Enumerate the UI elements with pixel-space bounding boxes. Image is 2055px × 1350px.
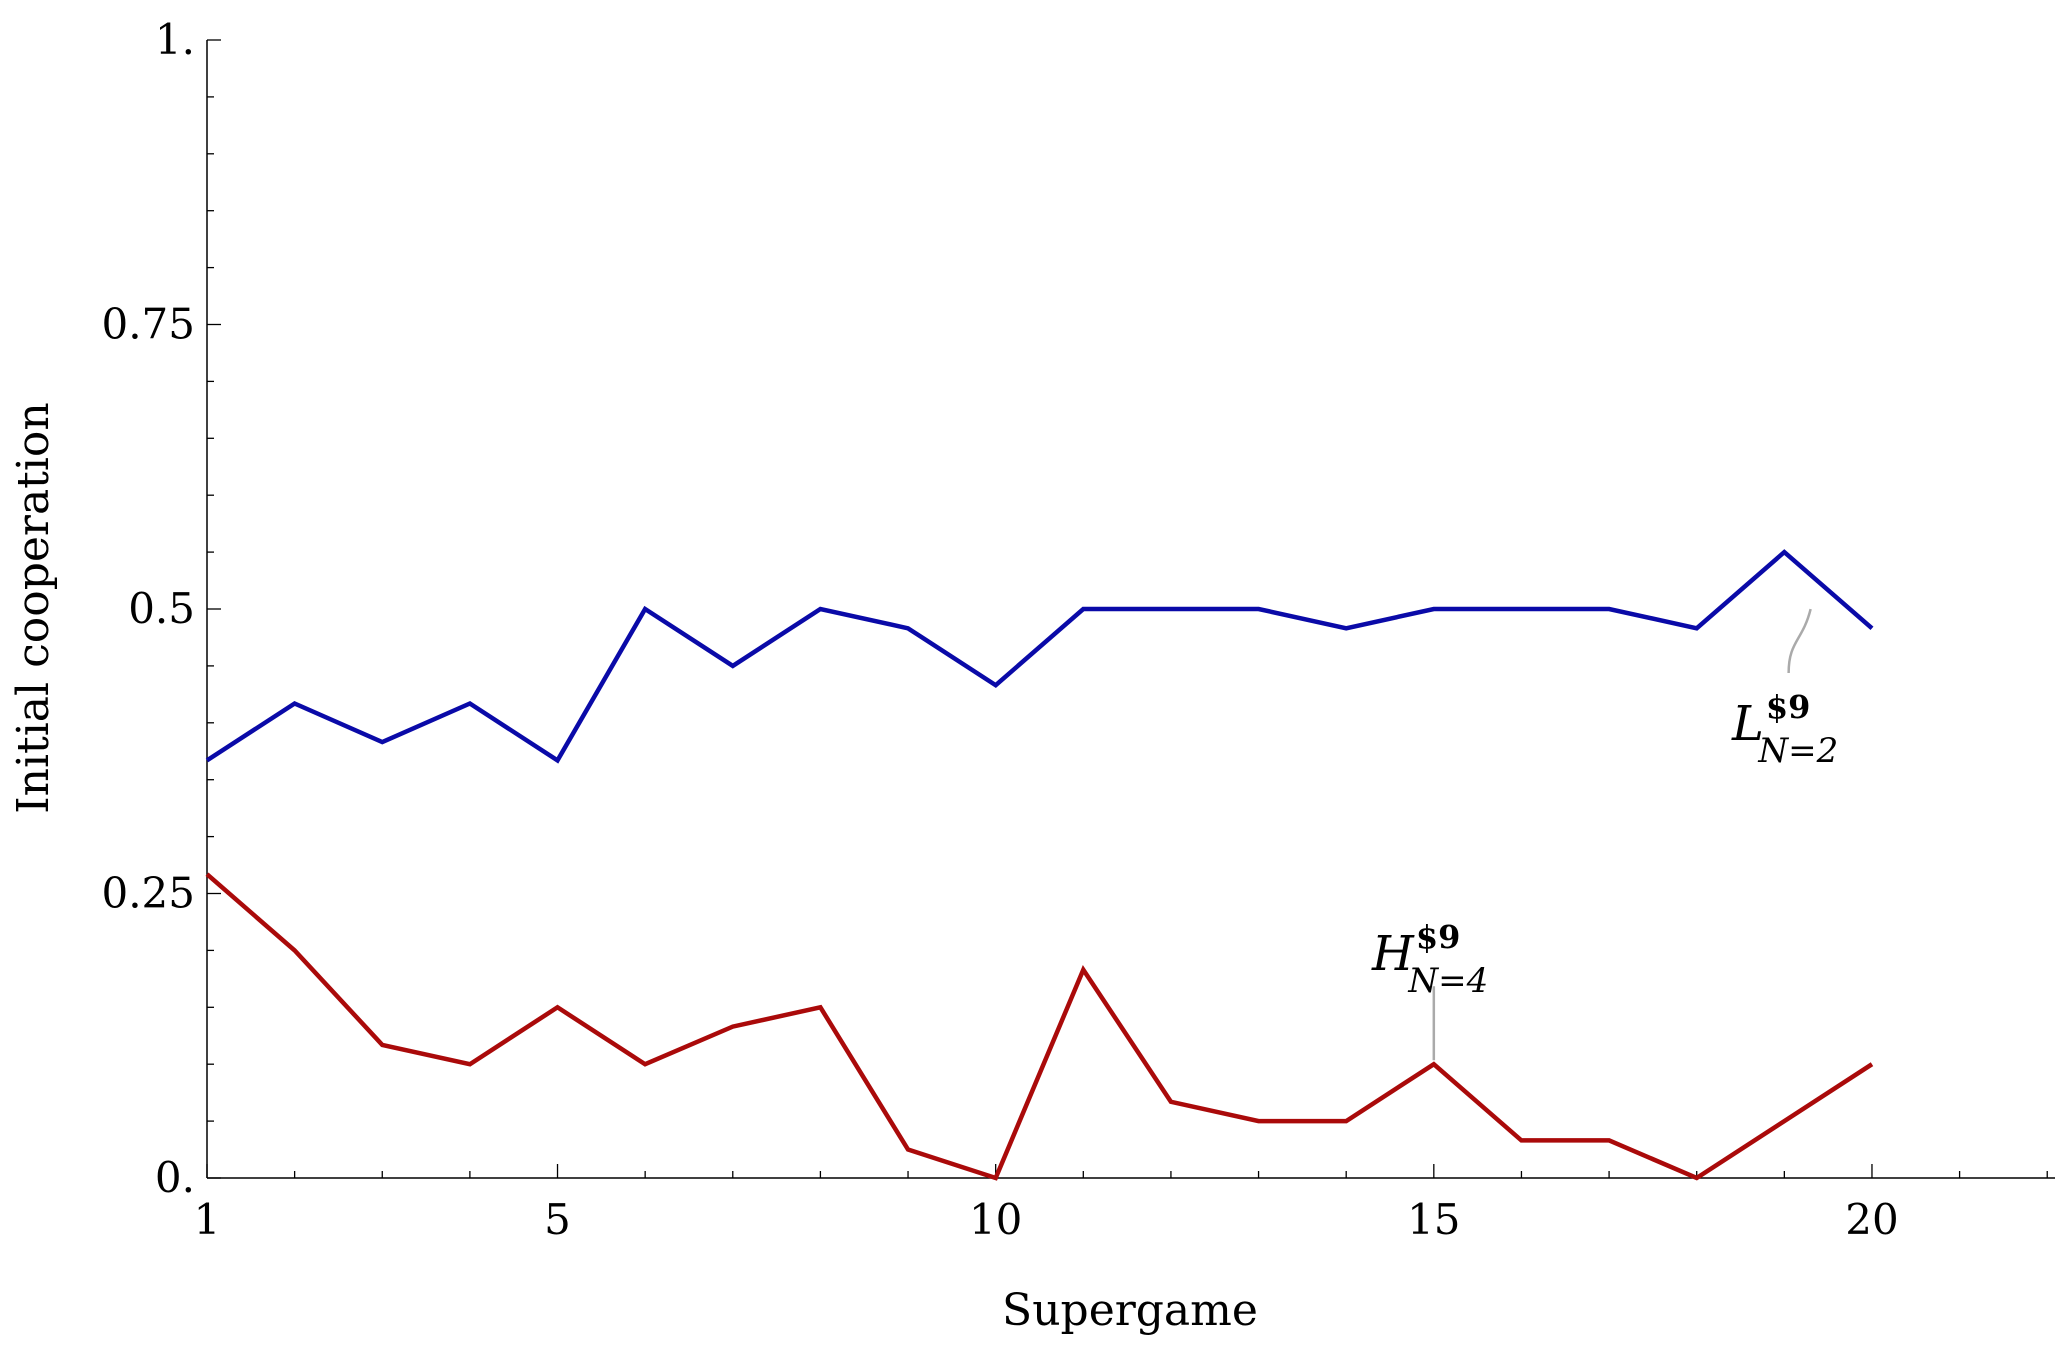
x-tick-label: 20 bbox=[1845, 1195, 1898, 1244]
y-tick-label: 1. bbox=[155, 15, 195, 64]
series-labels: L$9 N=2 H$9 N=4 bbox=[1371, 608, 1838, 1061]
y-tick-label: 0.75 bbox=[101, 300, 195, 349]
label-leader-line bbox=[1787, 608, 1812, 674]
y-axis-title: Initial cooperation bbox=[8, 402, 59, 814]
y-tick-label: 0. bbox=[155, 1153, 195, 1202]
series-line-h bbox=[205, 872, 1874, 1181]
axes: 1 5 10 15 200.0.250.50.751. bbox=[101, 15, 2055, 1244]
x-tick-label: 1 bbox=[194, 1195, 221, 1244]
x-tick-label: 10 bbox=[969, 1195, 1022, 1244]
series-label-h: H$9 N=4 bbox=[1371, 918, 1488, 1001]
y-tick-label: 0.25 bbox=[101, 869, 195, 918]
x-tick-label: 15 bbox=[1407, 1195, 1460, 1244]
series-layer bbox=[205, 549, 1874, 1181]
series-label-l: L$9 N=2 bbox=[1731, 688, 1838, 771]
x-axis-title: Supergame bbox=[1002, 1285, 1258, 1336]
series-line-l bbox=[205, 549, 1874, 764]
x-tick-label: 5 bbox=[544, 1195, 571, 1244]
y-tick-label: 0.5 bbox=[128, 584, 195, 633]
